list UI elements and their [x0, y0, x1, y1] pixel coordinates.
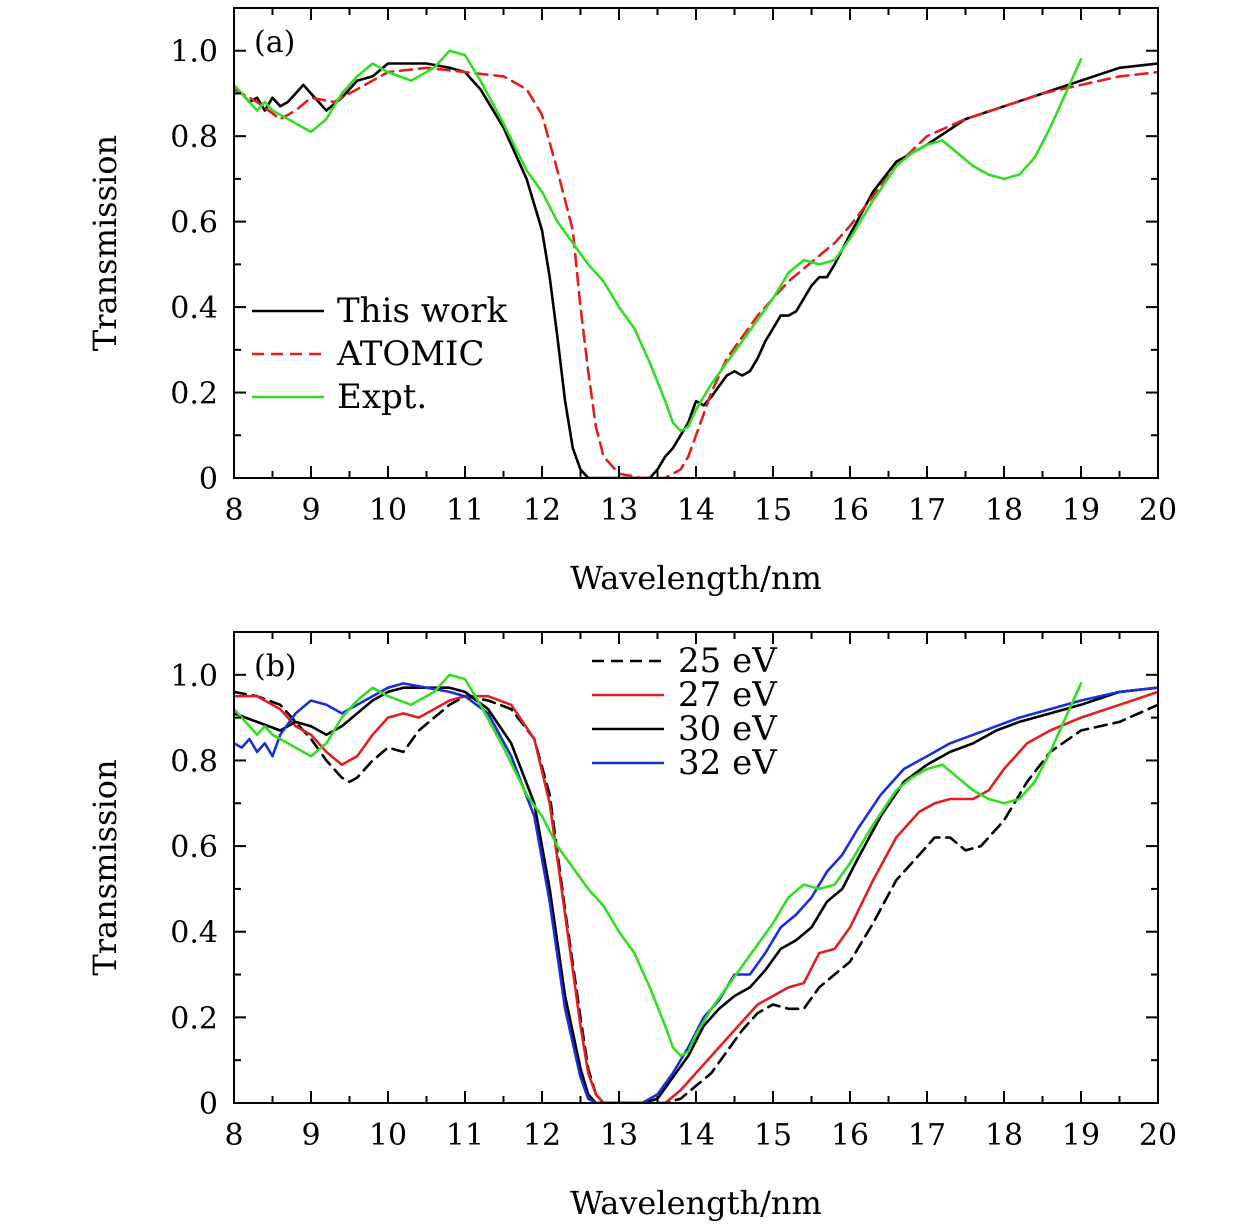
y-tick-label: 1.0: [170, 35, 218, 70]
x-tick-label: 17: [908, 1118, 946, 1153]
x-tick-label: 9: [301, 493, 320, 528]
legend-label: 27 eV: [678, 675, 778, 715]
legend-label: This work: [337, 291, 508, 331]
legend-label: ATOMIC: [336, 334, 485, 374]
y-axis-title: Transmission: [86, 759, 124, 975]
x-tick-label: 8: [224, 493, 243, 528]
x-tick-label: 20: [1139, 1118, 1177, 1153]
x-tick-label: 19: [1062, 1118, 1100, 1153]
x-axis-title: Wavelength/nm: [570, 1184, 822, 1222]
y-tick-label: 0.4: [170, 291, 218, 326]
x-tick-label: 15: [754, 493, 792, 528]
panel-b: 8 9 10 11 12 13 14 15 16 17 18 19 20 0 0.2 0.4 0.6 0.8 1.0…: [86, 631, 1177, 1222]
y-tick-label: 0.8: [170, 120, 218, 155]
x-tick-label: 20: [1139, 493, 1177, 528]
x-tick-label: 19: [1062, 493, 1100, 528]
panel-label: (a): [254, 25, 295, 60]
y-axis-title: Transmission: [86, 135, 124, 351]
series-line-32-ev: [234, 682, 1158, 1103]
x-tick-label: 10: [369, 493, 407, 528]
y-tick-label: 0.2: [170, 1001, 218, 1036]
x-tick-label: 9: [301, 1118, 320, 1153]
legend-label: 25 eV: [678, 641, 778, 681]
y-tick-label: 0.6: [170, 830, 218, 865]
x-tick-label: 16: [831, 493, 869, 528]
y-tick-label: 0.2: [170, 377, 218, 412]
series-line-25-ev: [234, 690, 1158, 1103]
plot-area: [234, 49, 1158, 478]
x-tick-label: 12: [523, 1118, 561, 1153]
x-tick-label: 11: [446, 1118, 484, 1153]
series-line-30-ev: [234, 686, 1158, 1103]
x-tick-label: 14: [677, 493, 715, 528]
x-tick-label: 17: [908, 493, 946, 528]
y-tick-label: 1.0: [170, 659, 218, 694]
x-tick-label: 15: [754, 1118, 792, 1153]
y-tick-label: 0.4: [170, 916, 218, 951]
series-line-expt: [234, 49, 1083, 433]
x-tick-label: 12: [523, 493, 561, 528]
panel-label: (b): [254, 649, 297, 684]
series-line-this-work: [234, 62, 1158, 478]
plot-area: [234, 673, 1158, 1103]
legend-label: Expt.: [337, 377, 427, 417]
y-tick-label: 0: [199, 462, 218, 497]
y-tick-label: 0.8: [170, 744, 218, 779]
y-tick-label: 0: [199, 1087, 218, 1122]
x-tick-label: 18: [985, 1118, 1023, 1153]
x-tick-label: 13: [600, 493, 638, 528]
x-tick-label: 10: [369, 1118, 407, 1153]
legend-label: 30 eV: [678, 709, 778, 749]
x-tick-label: 16: [831, 1118, 869, 1153]
x-tick-label: 14: [677, 1118, 715, 1153]
x-axis-title: Wavelength/nm: [570, 559, 822, 597]
legend-label: 32 eV: [678, 743, 778, 783]
x-tick-label: 8: [224, 1118, 243, 1153]
y-tick-label: 0.6: [170, 206, 218, 241]
panel-a: 8 9 10 11 12 13 14 15 16 17 18 19 20 0 0.2 0.4 0.6 0.8 1.0…: [86, 7, 1177, 597]
series-line-expt-reference: [234, 673, 1083, 1058]
x-tick-label: 13: [600, 1118, 638, 1153]
series-line-27-ev: [234, 690, 1158, 1103]
x-tick-label: 11: [446, 493, 484, 528]
x-tick-label: 18: [985, 493, 1023, 528]
